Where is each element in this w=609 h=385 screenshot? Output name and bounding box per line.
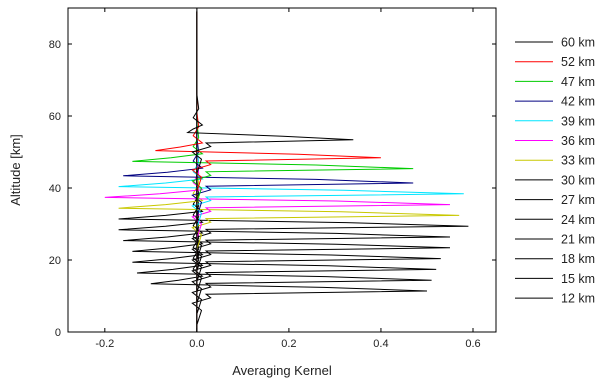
- plot-frame: [67, 7, 497, 333]
- y-axis-ticks: 0 20 40 60 80: [49, 39, 496, 339]
- x-tick-label: 0.0: [189, 338, 204, 350]
- legend: 60 km 52 km 47 km 42 km 39 km 36 km 33 km 30 km…: [515, 36, 595, 306]
- y-tick-label: 40: [49, 183, 61, 195]
- y-tick-label: 0: [55, 327, 61, 339]
- legend-label: 60 km: [561, 36, 595, 50]
- x-axis-label: Averaging Kernel: [232, 363, 332, 378]
- legend-label: 18 km: [561, 252, 595, 266]
- y-tick-label: 20: [49, 255, 61, 267]
- legend-label: 39 km: [561, 114, 595, 128]
- x-tick-label: 0.6: [465, 338, 480, 350]
- x-axis-ticks: -0.2 0.0 0.2 0.4 0.6: [95, 8, 481, 350]
- legend-label: 33 km: [561, 154, 595, 168]
- legend-label: 47 km: [561, 75, 595, 89]
- x-tick-label: -0.2: [95, 338, 114, 350]
- legend-label: 30 km: [561, 173, 595, 187]
- legend-label: 15 km: [561, 272, 595, 286]
- y-axis-label: Altitude [km]: [8, 134, 23, 206]
- legend-label: 36 km: [561, 134, 595, 148]
- x-tick-label: 0.4: [373, 338, 388, 350]
- y-tick-label: 60: [49, 111, 61, 123]
- legend-label: 52 km: [561, 55, 595, 69]
- legend-label: 21 km: [561, 233, 595, 247]
- legend-label: 27 km: [561, 193, 595, 207]
- y-tick-label: 80: [49, 39, 61, 51]
- x-tick-label: 0.2: [281, 338, 296, 350]
- legend-label: 24 km: [561, 213, 595, 227]
- legend-label: 42 km: [561, 95, 595, 109]
- legend-label: 12 km: [561, 292, 595, 306]
